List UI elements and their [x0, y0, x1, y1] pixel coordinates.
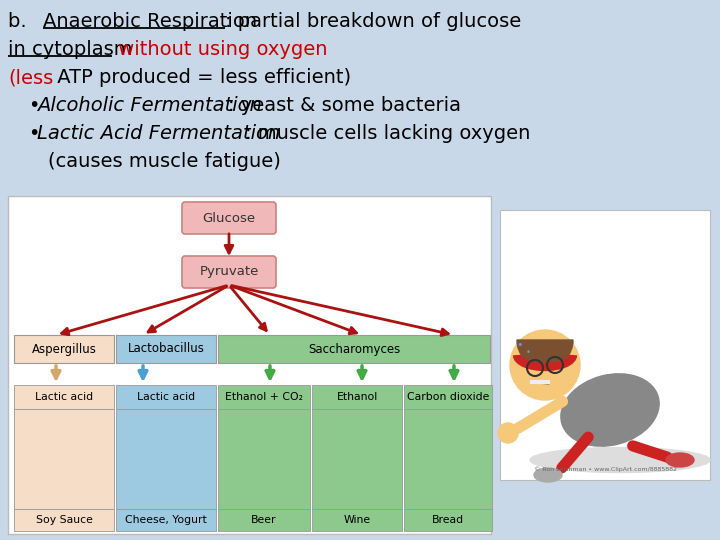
- FancyArrowPatch shape: [518, 401, 562, 429]
- FancyBboxPatch shape: [218, 335, 490, 363]
- FancyBboxPatch shape: [116, 409, 216, 509]
- Text: •: •: [28, 96, 40, 115]
- Text: ATP produced = less efficient): ATP produced = less efficient): [51, 68, 351, 87]
- Ellipse shape: [666, 453, 694, 467]
- Text: : yeast & some bacteria: : yeast & some bacteria: [228, 96, 461, 115]
- Text: Beer: Beer: [251, 515, 276, 525]
- Text: Carbon dioxide: Carbon dioxide: [407, 392, 489, 402]
- FancyBboxPatch shape: [404, 385, 492, 409]
- Text: Glucose: Glucose: [202, 212, 256, 225]
- FancyBboxPatch shape: [218, 385, 310, 409]
- FancyBboxPatch shape: [312, 385, 402, 409]
- FancyBboxPatch shape: [500, 210, 710, 480]
- Text: b.: b.: [8, 12, 39, 31]
- FancyBboxPatch shape: [312, 409, 402, 509]
- FancyBboxPatch shape: [116, 509, 216, 531]
- Text: © Ron Leishman • www.ClipArt.com/8885882: © Ron Leishman • www.ClipArt.com/8885882: [534, 467, 677, 472]
- Text: Pyruvate: Pyruvate: [199, 266, 258, 279]
- Ellipse shape: [530, 448, 710, 472]
- Text: Lactobacillus: Lactobacillus: [127, 342, 204, 355]
- Text: •: •: [526, 348, 531, 357]
- Text: : muscle cells lacking oxygen: : muscle cells lacking oxygen: [245, 124, 531, 143]
- FancyBboxPatch shape: [218, 409, 310, 509]
- Text: without using oxygen: without using oxygen: [112, 40, 328, 59]
- FancyBboxPatch shape: [182, 256, 276, 288]
- FancyBboxPatch shape: [312, 509, 402, 531]
- FancyBboxPatch shape: [14, 385, 114, 409]
- Text: Soy Sauce: Soy Sauce: [35, 515, 92, 525]
- FancyArrowPatch shape: [562, 437, 588, 468]
- Text: in cytoplasm: in cytoplasm: [8, 40, 132, 59]
- FancyBboxPatch shape: [8, 196, 491, 534]
- FancyBboxPatch shape: [14, 409, 114, 509]
- FancyBboxPatch shape: [14, 335, 114, 363]
- FancyBboxPatch shape: [182, 202, 276, 234]
- Text: Ethanol + CO₂: Ethanol + CO₂: [225, 392, 303, 402]
- Ellipse shape: [534, 468, 562, 482]
- FancyBboxPatch shape: [116, 385, 216, 409]
- Text: Cheese, Yogurt: Cheese, Yogurt: [125, 515, 207, 525]
- FancyArrowPatch shape: [633, 446, 667, 457]
- Text: Lactic Acid Fermentation: Lactic Acid Fermentation: [37, 124, 280, 143]
- Text: (causes muscle fatigue): (causes muscle fatigue): [48, 152, 281, 171]
- Text: •: •: [28, 124, 40, 143]
- Text: Anaerobic Respiration: Anaerobic Respiration: [42, 12, 257, 31]
- FancyBboxPatch shape: [116, 335, 216, 363]
- FancyBboxPatch shape: [14, 509, 114, 531]
- Wedge shape: [517, 340, 573, 368]
- Circle shape: [498, 423, 518, 443]
- Ellipse shape: [561, 374, 659, 446]
- Circle shape: [510, 330, 580, 400]
- Text: : partial breakdown of glucose: : partial breakdown of glucose: [225, 12, 521, 31]
- Text: •: •: [516, 340, 523, 350]
- Text: Alcoholic Fermentation: Alcoholic Fermentation: [37, 96, 261, 115]
- Text: Wine: Wine: [343, 515, 371, 525]
- FancyBboxPatch shape: [404, 509, 492, 531]
- Text: Bread: Bread: [432, 515, 464, 525]
- Text: Aspergillus: Aspergillus: [32, 342, 96, 355]
- Text: Lactic acid: Lactic acid: [35, 392, 93, 402]
- Text: Saccharomyces: Saccharomyces: [308, 342, 400, 355]
- Text: (less: (less: [8, 68, 53, 87]
- Text: Lactic acid: Lactic acid: [137, 392, 195, 402]
- FancyBboxPatch shape: [404, 409, 492, 509]
- FancyBboxPatch shape: [218, 509, 310, 531]
- Text: Ethanol: Ethanol: [336, 392, 377, 402]
